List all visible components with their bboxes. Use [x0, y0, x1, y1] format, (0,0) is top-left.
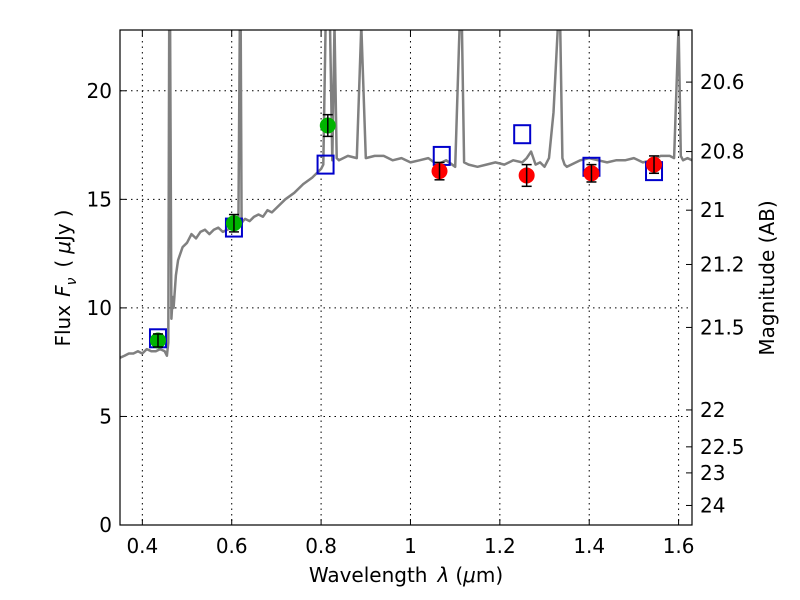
y-axis-ticks: 0 5 10 15 20: [87, 79, 126, 537]
x-axis-label-unit-mu: μ: [462, 563, 476, 587]
y2-tick-label: 23: [700, 461, 725, 485]
y-tick-label: 5: [99, 404, 112, 428]
y-axis-label-unit-open: (: [51, 260, 75, 268]
y-tick-label: 10: [87, 296, 112, 320]
y-tick-label: 15: [87, 187, 112, 211]
x-tick-label: 1.6: [663, 534, 695, 558]
y2-tick-label: 20.8: [700, 140, 745, 164]
x-tick-label: 1.4: [573, 534, 605, 558]
spectrum-line: [120, 30, 692, 359]
y-axis-label-unit-mu: μ: [51, 241, 75, 255]
y2-tick-label: 21.5: [700, 315, 745, 339]
y2-tick-label: 24: [700, 493, 725, 517]
y2-tick-label: 21: [700, 198, 725, 222]
x-axis-ticks: 0.4 0.6 0.8 1 1.2 1.4 1.6: [126, 30, 695, 558]
grid-lines: [120, 30, 692, 525]
y2-axis-ticks: 20.6 20.8 21 21.2 21.5 22 22.523 24: [686, 70, 745, 517]
y-axis-label-unit-close: ): [51, 209, 75, 217]
x-axis-label-unit-open: (: [455, 563, 463, 587]
y-axis-label-symbol: F: [51, 285, 75, 297]
plot-frame: [119, 29, 693, 526]
y-axis-label-unit-rest: Jy: [51, 223, 75, 243]
y2-tick-label: 21.2: [700, 252, 745, 276]
x-tick-label: 1: [404, 534, 417, 558]
data-markers: [148, 113, 664, 349]
y2-axis-label: Magnitude (AB): [755, 200, 779, 355]
x-tick-label: 0.4: [126, 534, 158, 558]
y-tick-label: 20: [87, 79, 112, 103]
y-axis-label-text: Flux: [51, 305, 75, 347]
x-tick-label: 0.8: [305, 534, 337, 558]
y2-tick-label: 20.6: [700, 70, 745, 94]
x-tick-label: 1.2: [484, 534, 516, 558]
y2-tick-label: 22: [700, 398, 725, 422]
x-tick-label: 0.6: [216, 534, 248, 558]
y-tick-label: 0: [99, 513, 112, 537]
plot-area: [120, 30, 692, 359]
x-axis-label-unit-rest: m): [476, 563, 503, 587]
y-axis-label-subscript: ν: [64, 277, 80, 285]
model-square: [316, 154, 335, 175]
model-square: [513, 124, 532, 145]
y2-tick-label: 22.5: [700, 435, 745, 459]
x-axis-label: Wavelength λ (μm): [309, 563, 503, 587]
y-axis-label: Flux Fν ( μJy): [51, 209, 80, 346]
x-axis-label-symbol: λ: [436, 563, 449, 587]
x-axis-label-text: Wavelength: [309, 563, 428, 587]
